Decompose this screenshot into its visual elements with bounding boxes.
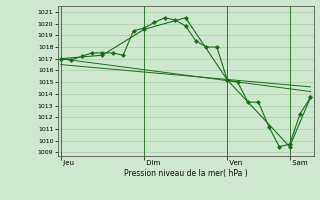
X-axis label: Pression niveau de la mer( hPa ): Pression niveau de la mer( hPa )	[124, 169, 247, 178]
